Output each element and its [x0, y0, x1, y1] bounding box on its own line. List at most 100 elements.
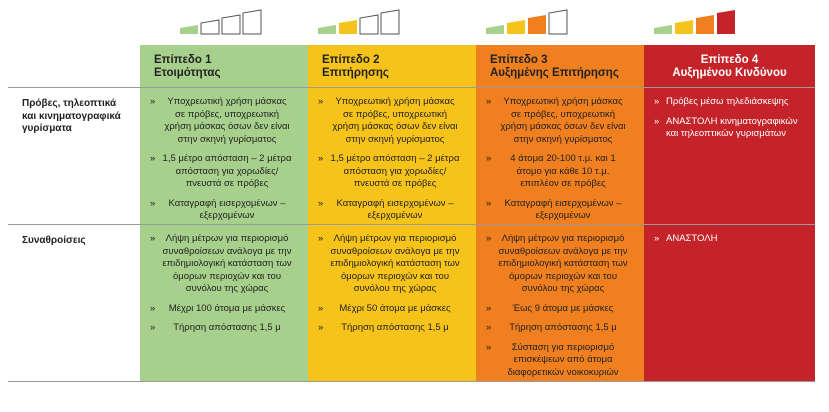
bullet: » — [318, 153, 324, 164]
bullet: » — [150, 322, 156, 333]
measure-text: Καταγραφή εισερχομένων – εξερχομένων — [168, 197, 286, 222]
measure-text: ΑΝΑΣΤΟΛΗ κινηματογραφικών και τηλεοπτικώ… — [666, 115, 798, 140]
measure-cell: » Λήψη μέτρων για περιορισμό συναθροίσεων… — [308, 225, 476, 382]
measure-cell: » Υποχρεωτική χρήση μάσκας σε πρόβες, υπο… — [476, 88, 644, 225]
level-step — [528, 15, 546, 34]
measure-item: » ΑΝΑΣΤΟΛΗ κινηματογραφικών και τηλεοπτικ… — [654, 116, 805, 141]
level-step — [696, 15, 714, 34]
measure-text: Λήψη μέτρων για περιορισμό συναθροίσεων … — [498, 233, 628, 294]
measure-text: Τήρηση απόστασης 1,5 μ — [341, 322, 449, 333]
bullet: » — [318, 197, 324, 209]
measure-text: Σύσταση για περιορισμό επισκέψεων από άτ… — [507, 341, 619, 378]
measure-item: » 1,5 μέτρο απόσταση – 2 μέτρα απόσταση γ… — [150, 153, 298, 191]
level-step — [221, 14, 241, 35]
bullet: » — [150, 233, 156, 244]
measure-item: » Υποχρεωτική χρήση μάσκας σε πρόβες, υπο… — [318, 96, 466, 146]
measure-text: 4 άτομα 20-100 τ.μ. και 1 άτομο για κάθε… — [510, 153, 616, 189]
level-step — [200, 19, 220, 35]
column-header: Επίπεδο 2 Επιτήρησης — [308, 45, 476, 88]
corner-cell — [8, 45, 140, 88]
row-label: Πρόβες, τηλεοπτικά και κινηματογραφικά γ… — [8, 88, 140, 225]
measure-item: » Μέχρι 50 άτομα με μάσκες — [318, 303, 466, 316]
level-step — [548, 9, 568, 35]
measure-text: Λήψη μέτρων για περιορισμό συναθροίσεων … — [162, 233, 292, 294]
measure-text: Τήρηση απόστασης 1,5 μ — [509, 322, 617, 333]
level-icons — [180, 9, 735, 35]
measure-cell: » Υποχρεωτική χρήση μάσκας σε πρόβες, υπο… — [140, 88, 308, 225]
bullet: » — [150, 96, 156, 107]
level-step — [717, 10, 735, 34]
bullet: » — [150, 197, 156, 209]
level-step — [318, 25, 336, 34]
bullet: » — [486, 153, 492, 164]
measure-text: 1,5 μέτρο απόσταση – 2 μέτρα απόσταση γι… — [330, 153, 460, 189]
measure-text: Πρόβες μέσω τηλεδιάσκεψης — [666, 96, 789, 107]
level-number: Επίπεδο 3 — [490, 54, 548, 66]
measure-cell: » Λήψη μέτρων για περιορισμό συναθροίσεων… — [140, 225, 308, 382]
measure-text: Υποχρεωτική χρήση μάσκας σε πρόβες, υποχ… — [164, 96, 290, 145]
level-icon — [318, 9, 400, 35]
bullet: » — [654, 233, 660, 244]
measure-text: Έως 9 άτομα με μάσκες — [512, 302, 614, 314]
level-number: Επίπεδο 4 — [700, 54, 759, 66]
measure-item: » Λήψη μέτρων για περιορισμό συναθροίσεων… — [318, 233, 466, 296]
measure-cell: » Υποχρεωτική χρήση μάσκας σε πρόβες, υπο… — [308, 88, 476, 225]
level-step — [380, 9, 400, 35]
level-step — [486, 25, 504, 34]
measure-item: » Καταγραφή εισερχομένων – εξερχομένων — [318, 198, 466, 223]
bullet: » — [486, 302, 492, 314]
level-name: Αυξημένης Επιτήρησης — [490, 67, 619, 79]
bullet: » — [654, 115, 660, 127]
measure-text: Υποχρεωτική χρήση μάσκας σε πρόβες, υποχ… — [500, 96, 626, 145]
level-number: Επίπεδο 2 — [322, 54, 380, 66]
bullet: » — [486, 233, 492, 244]
measure-item: » Τήρηση απόστασης 1,5 μ — [318, 322, 466, 335]
measure-text: Καταγραφή εισερχομένων – εξερχομένων — [504, 197, 622, 222]
bullet: » — [486, 96, 492, 107]
level-step — [242, 9, 262, 35]
measure-item: » Τήρηση απόστασης 1,5 μ — [486, 322, 634, 335]
measure-item: » Υποχρεωτική χρήση μάσκας σε πρόβες, υπο… — [150, 96, 298, 146]
column-header: Επίπεδο 1 Ετοιμότητας — [140, 45, 308, 88]
column-header: Επίπεδο 3 Αυξημένης Επιτήρησης — [476, 45, 644, 88]
level-icon — [654, 10, 735, 34]
level-step — [675, 20, 693, 34]
measure-text: 1,5 μέτρο απόσταση – 2 μέτρα απόσταση γι… — [162, 153, 292, 189]
level-step — [339, 20, 357, 34]
measure-item: » 4 άτομα 20-100 τ.μ. και 1 άτομο για κάθ… — [486, 153, 634, 191]
measure-item: » Καταγραφή εισερχομένων – εξερχομένων — [486, 198, 634, 223]
bullet: » — [486, 341, 492, 353]
bullet: » — [318, 322, 324, 333]
bullet: » — [654, 96, 660, 107]
measure-cell: » Λήψη μέτρων για περιορισμό συναθροίσεων… — [476, 225, 644, 382]
measure-item: » Έως 9 άτομα με μάσκες — [486, 303, 634, 316]
measure-text: Μέχρι 50 άτομα με μάσκες — [339, 302, 451, 314]
level-number: Επίπεδο 1 — [154, 54, 212, 66]
measure-text: Καταγραφή εισερχομένων – εξερχομένων — [336, 197, 454, 222]
measure-item: » Πρόβες μέσω τηλεδιάσκεψης — [654, 96, 805, 109]
level-icon — [486, 9, 568, 35]
measure-item: » Μέχρι 100 άτομα με μάσκες — [150, 303, 298, 316]
measure-item: » Υποχρεωτική χρήση μάσκας σε πρόβες, υπο… — [486, 96, 634, 146]
measures-table: Επίπεδο 1 Ετοιμότητας Επίπεδο 2 Επιτήρησης Ε… — [8, 45, 815, 382]
measure-item: » Σύσταση για περιορισμό επισκέψεων από ά… — [486, 342, 634, 380]
measure-item: » Λήψη μέτρων για περιορισμό συναθροίσεων… — [150, 233, 298, 296]
level-name: Επιτήρησης — [322, 67, 389, 79]
level-icon — [180, 9, 262, 35]
measure-item: » Λήψη μέτρων για περιορισμό συναθροίσεων… — [486, 233, 634, 296]
bullet: » — [318, 302, 324, 314]
bullet: » — [486, 322, 492, 333]
measure-cell: » ΑΝΑΣΤΟΛΗ — [644, 225, 815, 382]
measure-cell: » Πρόβες μέσω τηλεδιάσκεψης » ΑΝΑΣΤΟΛΗ κινη… — [644, 88, 815, 225]
column-header: Επίπεδο 4 Αυξημένου Κινδύνου — [644, 45, 815, 88]
bullet: » — [318, 96, 324, 107]
level-step — [507, 20, 525, 34]
measure-item: » 1,5 μέτρο απόσταση – 2 μέτρα απόσταση γ… — [318, 153, 466, 191]
level-step — [359, 14, 379, 35]
level-name: Αυξημένου Κινδύνου — [672, 67, 787, 79]
measure-item: » ΑΝΑΣΤΟΛΗ — [654, 233, 805, 246]
bullet: » — [318, 233, 324, 244]
measure-item: » Τήρηση απόστασης 1,5 μ — [150, 322, 298, 335]
measure-text: ΑΝΑΣΤΟΛΗ — [666, 233, 718, 244]
